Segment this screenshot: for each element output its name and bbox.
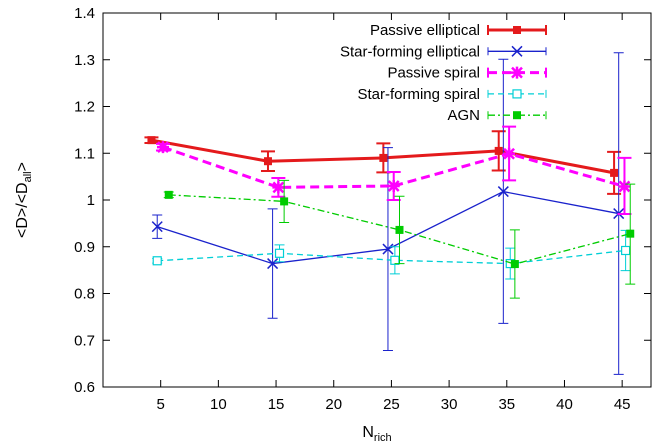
- data-point: [147, 136, 156, 145]
- series-line: [162, 145, 625, 189]
- data-point: [280, 197, 289, 206]
- y-tick-label: 1.1: [74, 145, 95, 162]
- legend: Passive elliptical Star-forming elliptica…: [340, 22, 547, 124]
- x-tick-label: 40: [556, 396, 573, 413]
- y-axis-title-main: <D>/<D: [14, 182, 31, 238]
- legend-item: Star-forming spiral: [357, 86, 547, 103]
- plot-frame: [102, 12, 652, 388]
- data-point: [494, 146, 503, 155]
- data-point: [621, 245, 631, 256]
- data-point: [156, 141, 169, 154]
- data-point: [151, 221, 163, 233]
- y-axis-title-sub: all: [22, 171, 34, 182]
- data-point: [503, 147, 516, 160]
- x-axis-title: Nrich: [362, 424, 391, 444]
- y-tick-label: 1.4: [74, 5, 95, 22]
- series-2: [155, 125, 632, 216]
- data-point: [390, 255, 400, 265]
- x-tick-label: 5: [157, 396, 165, 413]
- series-4: [163, 179, 636, 299]
- y-tick-label: 0.9: [74, 239, 95, 256]
- series-line: [168, 194, 631, 265]
- y-tick-label: 1.2: [74, 99, 95, 116]
- data-point: [152, 256, 162, 266]
- y-tick-label: 0.8: [74, 286, 95, 303]
- y-axis-title-end: >: [14, 162, 31, 171]
- y-axis-title: <D>/<Dall>: [14, 162, 34, 238]
- y-tick-label: 1.3: [74, 52, 95, 69]
- legend-label: Passive elliptical: [370, 22, 480, 39]
- legend-swatch-marker: [513, 111, 521, 120]
- data-point: [626, 229, 635, 238]
- series-1: [151, 52, 625, 375]
- data-point: [510, 260, 519, 269]
- legend-label: Star-forming spiral: [357, 86, 480, 103]
- legend-label: Passive spiral: [387, 65, 480, 82]
- data-point: [610, 168, 619, 177]
- series-line: [157, 249, 626, 265]
- data-point: [267, 258, 279, 270]
- x-tick-label: 30: [441, 396, 458, 413]
- legend-swatch-cap: [487, 67, 547, 78]
- x-tick-label: 15: [268, 396, 285, 413]
- series-3: [152, 229, 631, 280]
- legend-swatch-marker: [511, 66, 523, 79]
- data-point: [274, 248, 285, 258]
- legend-swatch-marker: [513, 26, 521, 34]
- data-point: [263, 157, 272, 166]
- legend-swatch-marker: [511, 45, 523, 57]
- legend-item: Star-forming elliptical: [340, 43, 547, 60]
- x-tick-label: 20: [325, 396, 342, 413]
- axis-ticks: 0.6 0.7 0.8 0.9 1 1.1 1.2 1.3 1.4 5 10 15 20 25 30 35 40…: [74, 5, 651, 413]
- legend-swatch-marker: [512, 89, 522, 99]
- data-point: [387, 179, 400, 192]
- data-point: [164, 190, 173, 199]
- legend-item: Passive elliptical: [370, 22, 547, 39]
- x-tick-label: 10: [210, 396, 227, 413]
- series-layer: [144, 52, 636, 375]
- y-tick-label: 1: [87, 192, 95, 209]
- x-axis-title-main: N: [362, 424, 374, 441]
- data-point: [272, 181, 285, 194]
- x-axis-title-sub: rich: [374, 432, 392, 444]
- x-tick-label: 25: [383, 396, 400, 413]
- series-0: [144, 130, 622, 195]
- data-point: [395, 225, 404, 234]
- legend-label: AGN: [447, 107, 480, 124]
- legend-swatch-cap: [487, 47, 547, 56]
- legend-swatch-cap: [487, 111, 547, 120]
- y-tick-label: 0.6: [74, 379, 95, 396]
- legend-label: Star-forming elliptical: [340, 43, 480, 60]
- data-point: [618, 180, 631, 193]
- x-tick-label: 35: [498, 396, 515, 413]
- data-point: [382, 243, 394, 255]
- data-point: [379, 153, 388, 162]
- legend-swatch-cap: [487, 89, 547, 98]
- data-point: [497, 186, 509, 198]
- legend-item: AGN: [447, 107, 547, 124]
- y-tick-label: 0.7: [74, 332, 95, 349]
- x-tick-label: 45: [614, 396, 631, 413]
- legend-item: Passive spiral: [387, 65, 547, 82]
- legend-swatch-cap: [487, 25, 547, 35]
